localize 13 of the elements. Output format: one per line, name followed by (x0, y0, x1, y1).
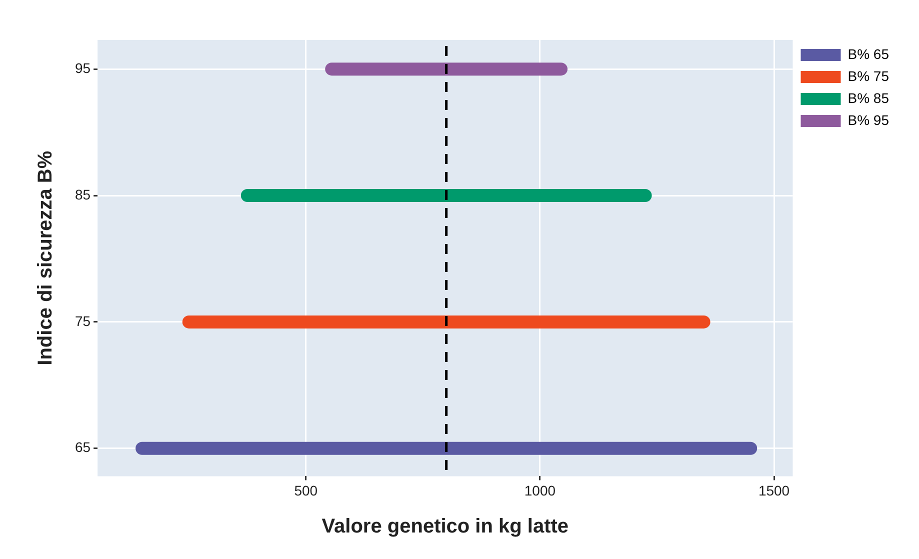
y-axis-title: Indice di sicurezza B% (34, 150, 57, 366)
y-tick-label: 85 (74, 186, 91, 202)
x-tick-label: 1000 (524, 482, 556, 498)
y-tick-label: 95 (74, 60, 91, 76)
y-tick-label: 65 (74, 439, 91, 456)
y-tick-label: 75 (74, 312, 91, 329)
x-tick-label: 1500 (758, 482, 790, 498)
legend-label: B% 65 (848, 46, 890, 62)
x-tick-label: 500 (294, 482, 318, 498)
legend-label: B% 95 (848, 112, 890, 128)
legend-label: B% 75 (848, 68, 890, 84)
legend-label: B% 85 (848, 90, 890, 106)
x-axis-title: Valore genetico in kg latte (322, 516, 569, 538)
